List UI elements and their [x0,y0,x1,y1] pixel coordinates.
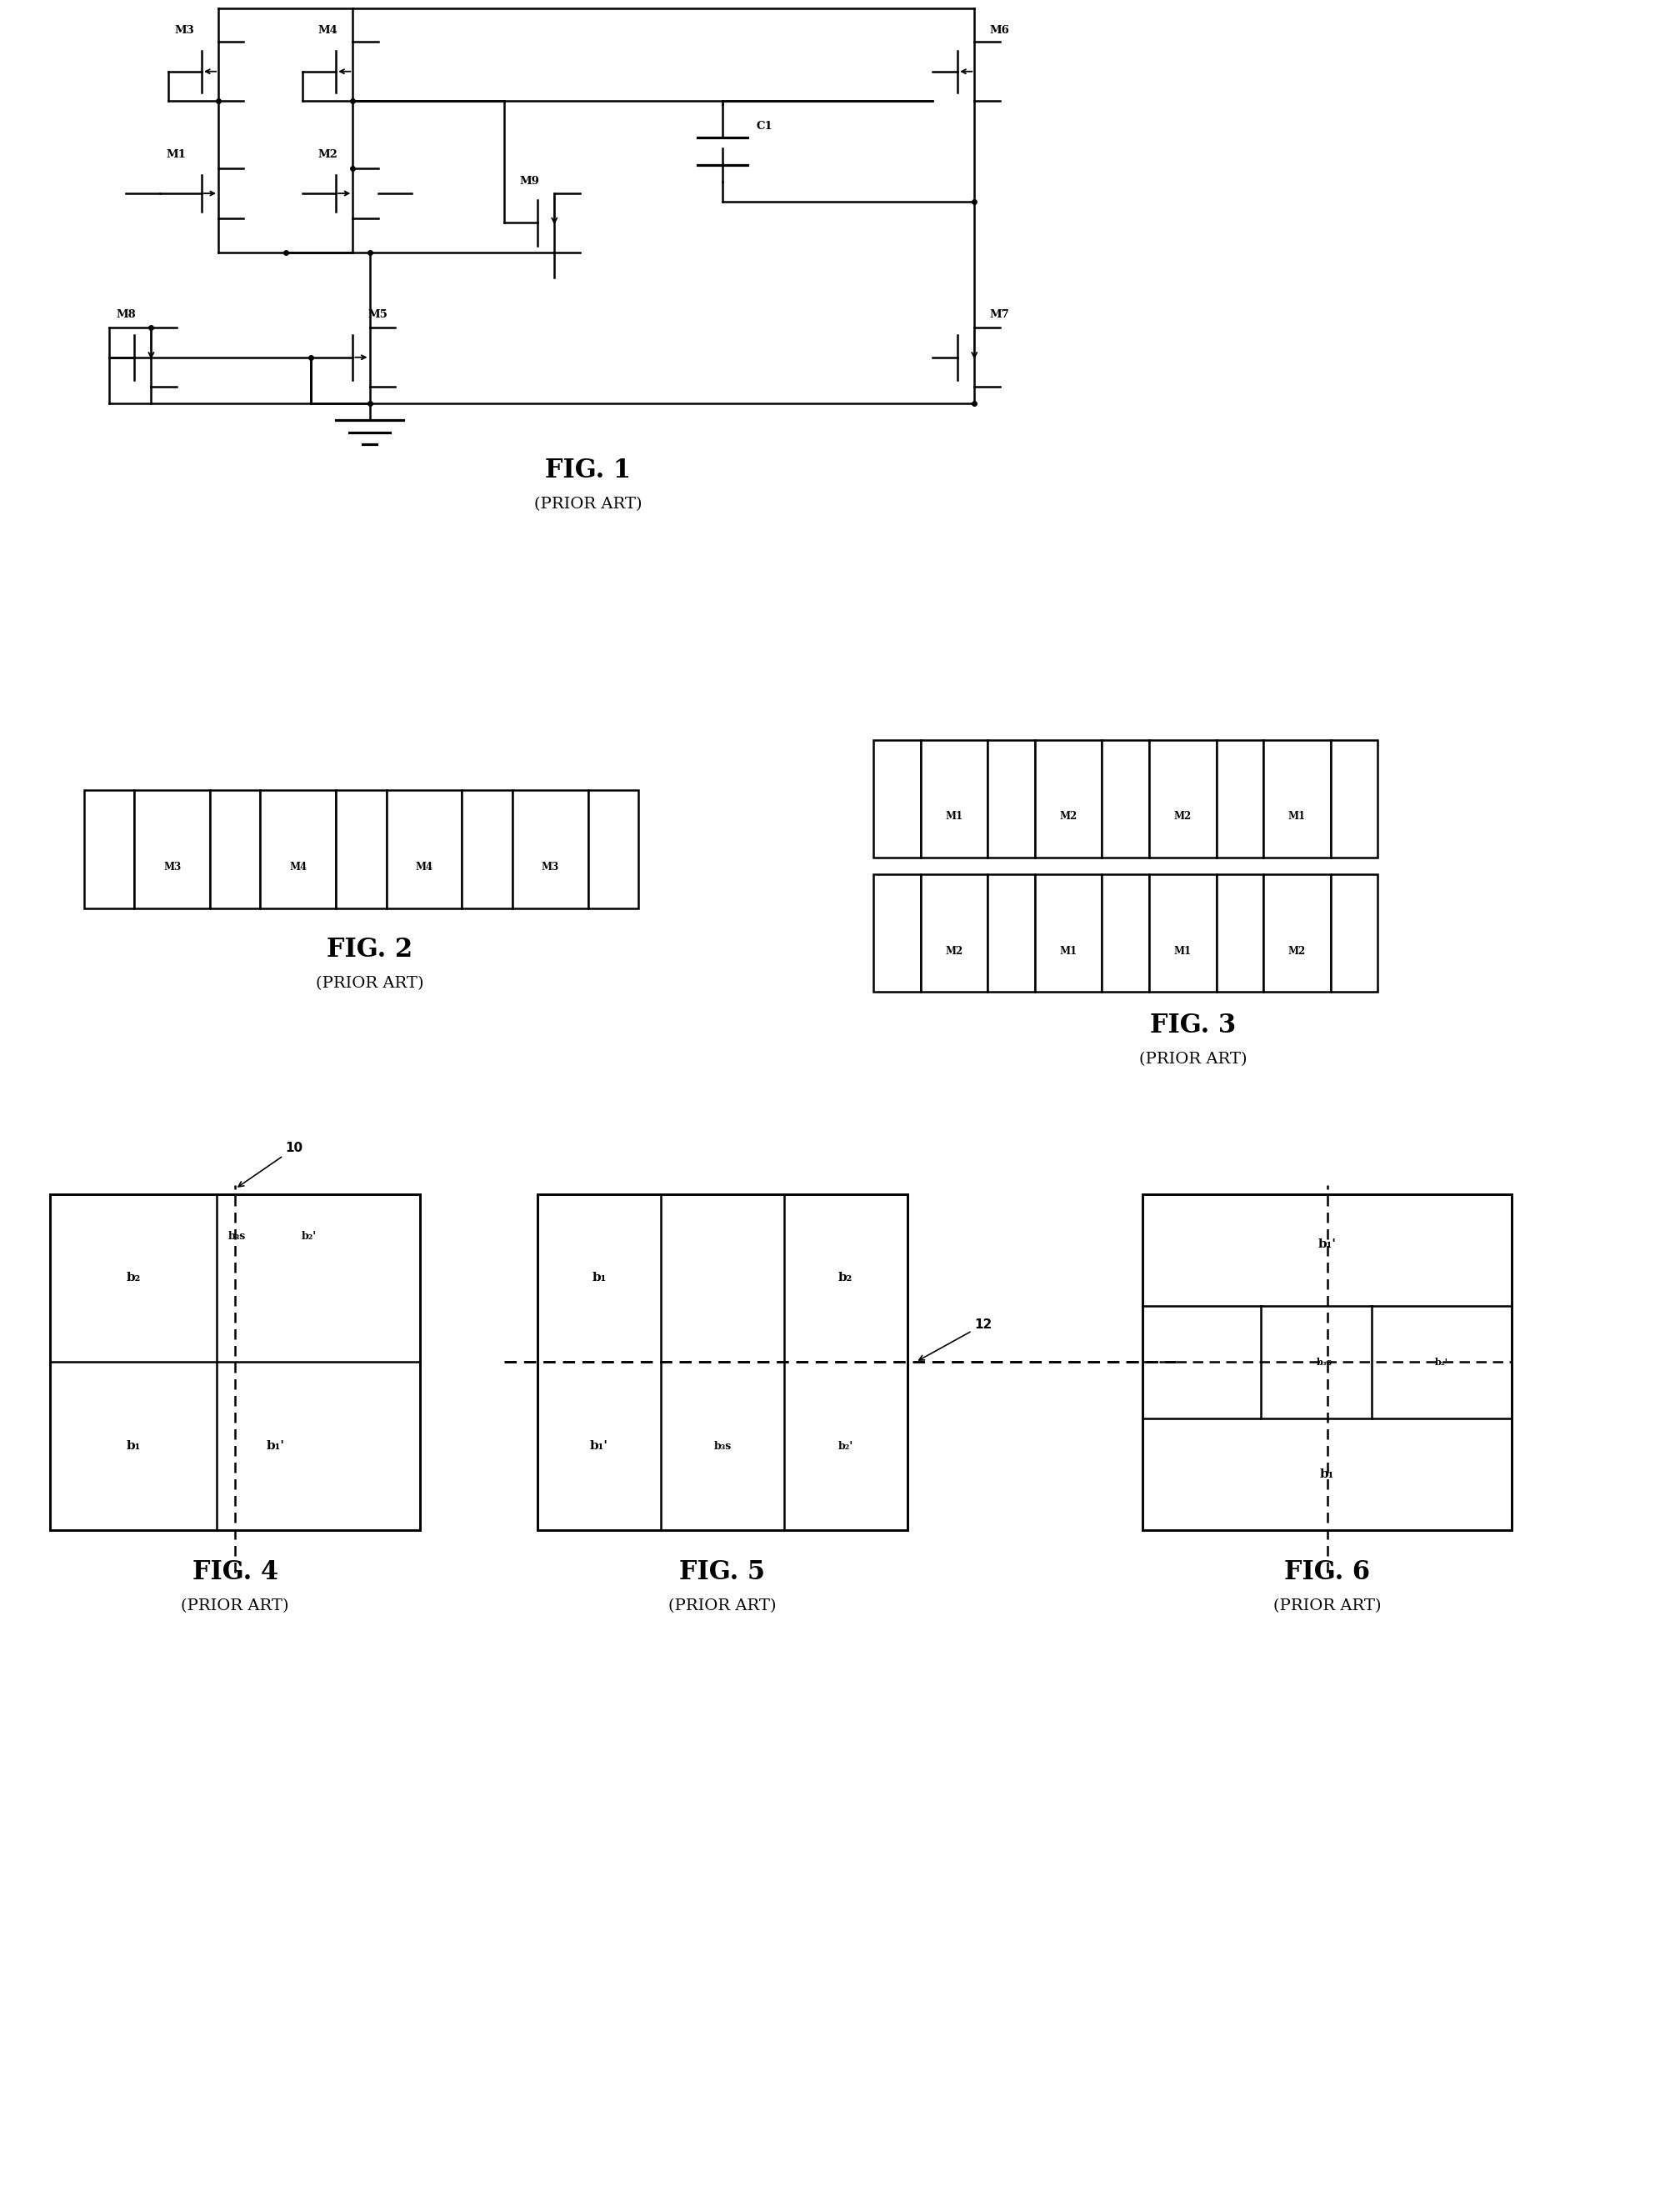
Text: M2: M2 [1174,811,1191,822]
Bar [921,739,988,857]
Bar [1102,874,1149,992]
Text: 12: 12 [919,1318,993,1360]
Bar [84,791,134,907]
Bar [988,739,1035,857]
Text: M5: M5 [368,308,388,319]
Bar [1149,739,1216,857]
Text: M1: M1 [1289,811,1305,822]
Text: b₃s: b₃s [1317,1358,1332,1366]
Bar [1331,739,1378,857]
Bar [386,791,462,907]
Text: FIG. 1: FIG. 1 [544,457,632,483]
Text: b₂': b₂' [838,1441,853,1452]
Bar [588,791,638,907]
Text: C1: C1 [756,120,773,131]
Bar [874,739,921,857]
Text: b₁: b₁ [1320,1469,1334,1480]
Text: M1: M1 [946,811,963,822]
Bar [210,791,260,907]
Text: M1: M1 [1174,947,1191,955]
Text: M9: M9 [519,177,539,188]
Bar [1331,739,1378,857]
Text: M7: M7 [990,308,1010,319]
Bar [1331,874,1378,992]
Bar [1035,874,1102,992]
Bar [1102,874,1149,992]
Text: FIG. 6: FIG. 6 [1284,1559,1371,1585]
Bar [988,874,1035,992]
Text: M2: M2 [318,149,338,160]
Bar [1102,739,1149,857]
Bar [1142,1194,1512,1530]
Bar [1263,739,1331,857]
Bar [1216,874,1263,992]
Bar [988,874,1035,992]
Text: b₃s: b₃s [228,1231,245,1242]
Text: M1: M1 [1060,947,1077,955]
Text: b₂: b₂ [838,1272,853,1283]
Bar [1102,739,1149,857]
Bar [462,791,512,907]
Bar [874,874,921,992]
Text: (PRIOR ART): (PRIOR ART) [669,1598,776,1613]
Text: M4: M4 [289,861,307,872]
Text: b₁': b₁' [590,1441,608,1452]
Text: b₁': b₁' [1319,1239,1336,1250]
Text: b₂': b₂' [301,1231,318,1242]
Text: M3: M3 [541,861,559,872]
Text: (PRIOR ART): (PRIOR ART) [181,1598,289,1613]
Text: FIG. 4: FIG. 4 [192,1559,279,1585]
Bar [134,791,210,907]
Bar [260,791,336,907]
Bar [336,791,386,907]
Text: M4: M4 [415,861,433,872]
Text: M8: M8 [116,308,136,319]
Bar [874,739,921,857]
Bar [336,791,386,907]
Bar [1216,739,1263,857]
Text: b₁: b₁ [591,1272,606,1283]
Bar [874,874,921,992]
Text: M3: M3 [175,24,195,35]
Text: b₁: b₁ [126,1441,141,1452]
Bar [210,791,260,907]
Text: M2: M2 [1289,947,1305,955]
Bar [512,791,588,907]
Text: b₂: b₂ [126,1272,141,1283]
Bar [921,874,988,992]
Bar [538,1194,907,1530]
Text: b₃s: b₃s [714,1441,731,1452]
Bar [50,1194,420,1530]
Bar [462,791,512,907]
Text: M4: M4 [318,24,338,35]
Text: FIG. 3: FIG. 3 [1149,1012,1236,1038]
Text: FIG. 5: FIG. 5 [679,1559,766,1585]
Bar [1149,874,1216,992]
Text: M1: M1 [166,149,186,160]
Text: M6: M6 [990,24,1010,35]
Bar [1331,874,1378,992]
Text: (PRIOR ART): (PRIOR ART) [316,977,423,990]
Text: 10: 10 [239,1141,302,1187]
Text: (PRIOR ART): (PRIOR ART) [534,496,642,512]
Text: (PRIOR ART): (PRIOR ART) [1273,1598,1381,1613]
Bar [1263,874,1331,992]
Bar [588,791,638,907]
Text: M2: M2 [946,947,963,955]
Text: M3: M3 [163,861,181,872]
Text: b₁': b₁' [267,1441,284,1452]
Bar [1035,739,1102,857]
Bar [1216,874,1263,992]
Bar [84,791,134,907]
Text: M2: M2 [1060,811,1077,822]
Bar [1216,739,1263,857]
Text: FIG. 2: FIG. 2 [326,938,413,964]
Text: b₂': b₂' [1435,1358,1448,1366]
Bar [988,739,1035,857]
Text: (PRIOR ART): (PRIOR ART) [1139,1051,1247,1067]
